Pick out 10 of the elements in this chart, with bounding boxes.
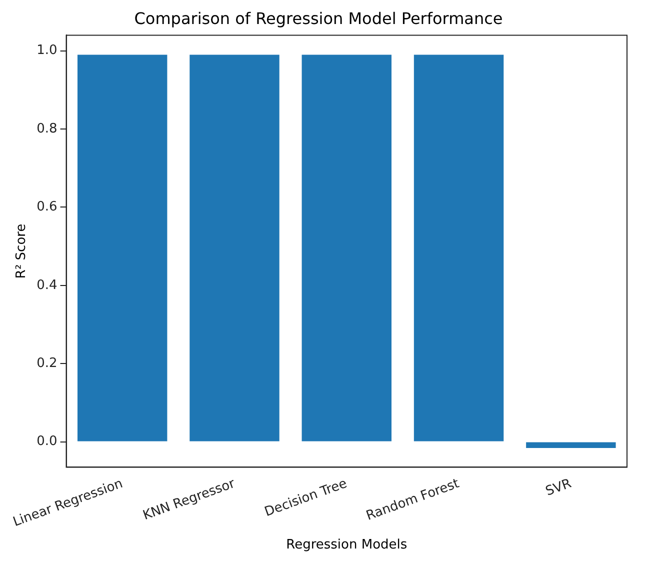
x-tick-label: SVR xyxy=(544,476,574,500)
y-tick-label: 0.6 xyxy=(36,200,58,215)
y-tick-label: 0.2 xyxy=(36,356,58,371)
y-axis-title: R² Score xyxy=(14,224,30,279)
y-tick-label: 0.0 xyxy=(36,434,58,450)
y-tick-label: 0.8 xyxy=(36,121,58,136)
x-axis-title: Regression Models xyxy=(286,538,408,553)
y-tick-label: 1.0 xyxy=(36,43,58,58)
chart-title: Comparison of Regression Model Performance xyxy=(134,8,503,28)
y-tick-label: 0.4 xyxy=(36,278,58,293)
